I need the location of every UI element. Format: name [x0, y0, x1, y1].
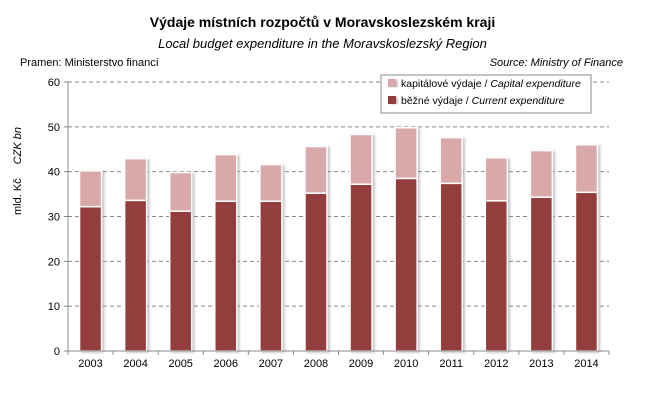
bar-2011 — [439, 136, 463, 185]
bar-2012 — [484, 200, 509, 352]
bar-2008 — [304, 145, 328, 194]
bar-2014 — [574, 144, 599, 194]
bar-2003 — [78, 205, 103, 352]
y-tick-label: 10 — [48, 301, 60, 313]
bar-group — [484, 157, 509, 352]
bar-2009 — [349, 183, 373, 352]
bar-2005 — [168, 171, 193, 212]
source-en: Source: Ministry of Finance — [489, 57, 623, 69]
bar-2013 — [529, 196, 554, 352]
bar-2006 — [214, 153, 238, 203]
bar-2007 — [259, 163, 283, 203]
x-tick-label: 2006 — [214, 358, 238, 370]
x-tick-label: 2007 — [259, 358, 283, 370]
legend-label: kapitálové výdaje / Capital expenditure — [401, 78, 581, 90]
legend-box — [380, 74, 592, 114]
x-tick-label: 2005 — [168, 358, 192, 370]
x-tick-label: 2012 — [484, 358, 508, 370]
x-tick-label: 2013 — [529, 358, 553, 370]
legend-label: běžné výdaje / Current expenditure — [401, 95, 565, 107]
bar-group — [259, 163, 283, 352]
bar-group — [439, 136, 463, 352]
y-tick-label: 40 — [48, 167, 60, 179]
y-tick-label: 50 — [48, 122, 60, 134]
bar-2011 — [439, 182, 463, 352]
y-tick-label: 30 — [48, 212, 60, 224]
x-tick-label: 2008 — [304, 358, 328, 370]
bar-2013 — [529, 149, 554, 198]
x-tick-label: 2004 — [123, 358, 147, 370]
bar-group — [214, 153, 238, 352]
bar-2004 — [123, 199, 148, 352]
bar-group — [574, 144, 599, 352]
legend: kapitálové výdaje / Capital expenditure b… — [380, 74, 592, 114]
bar-2009 — [349, 133, 373, 185]
bar-group — [123, 157, 148, 352]
legend-swatch — [388, 96, 396, 104]
legend-swatch — [388, 79, 396, 87]
y-tick-label: 20 — [48, 256, 60, 268]
bar-group — [304, 145, 328, 352]
bar-2004 — [123, 157, 148, 202]
bar-2010 — [394, 177, 418, 352]
y-tick-label: 60 — [48, 77, 60, 89]
source-cz: Pramen: Ministerstvo financí — [20, 57, 159, 69]
bar-2006 — [214, 200, 238, 352]
bar-2008 — [304, 192, 328, 352]
bar-2012 — [484, 157, 509, 202]
bar-group — [349, 133, 373, 352]
bar-2007 — [259, 200, 283, 352]
bar-2003 — [78, 170, 103, 208]
bar-group — [529, 149, 554, 352]
bar-group — [394, 126, 418, 352]
x-tick-label: 2009 — [349, 358, 373, 370]
bar-2014 — [574, 191, 599, 352]
bar-2010 — [394, 126, 418, 180]
y-tick-label: 0 — [54, 346, 60, 358]
chart-subtitle: Local budget expenditure in the Moravsko… — [158, 36, 487, 51]
bar-group — [168, 171, 193, 352]
x-tick-label: 2014 — [574, 358, 598, 370]
chart-title: Výdaje místních rozpočtů v Moravskoslezs… — [149, 14, 496, 30]
x-tick-label: 2010 — [394, 358, 418, 370]
bar-group — [78, 170, 103, 352]
bar-2005 — [168, 210, 193, 352]
x-tick-label: 2003 — [78, 358, 102, 370]
x-tick-label: 2011 — [439, 358, 463, 370]
